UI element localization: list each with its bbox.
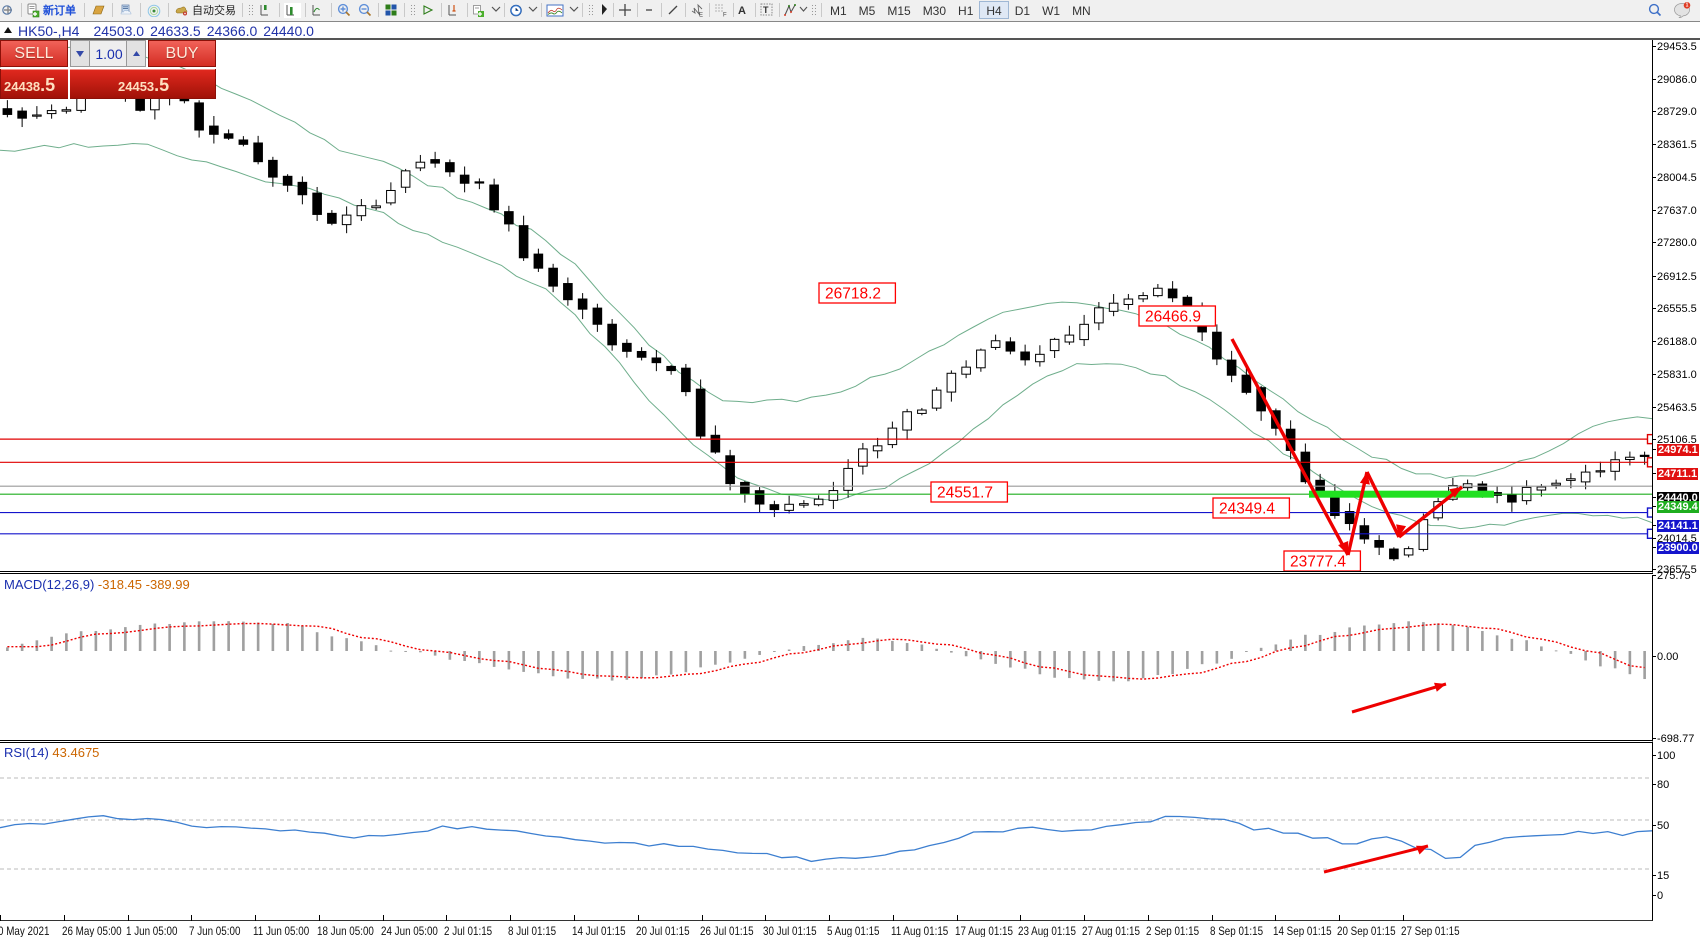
svg-text:A: A [738,5,746,17]
svg-text:F: F [723,12,727,18]
svg-text:1: 1 [1686,3,1689,9]
svg-text:23777.4: 23777.4 [1290,554,1346,571]
svg-text:T: T [763,5,769,15]
svg-text:24349.4: 24349.4 [1219,501,1275,518]
svg-text:24551.7: 24551.7 [937,485,993,502]
svg-text:E: E [699,12,703,18]
svg-text:26466.9: 26466.9 [1145,309,1201,326]
svg-text:26718.2: 26718.2 [825,286,881,303]
